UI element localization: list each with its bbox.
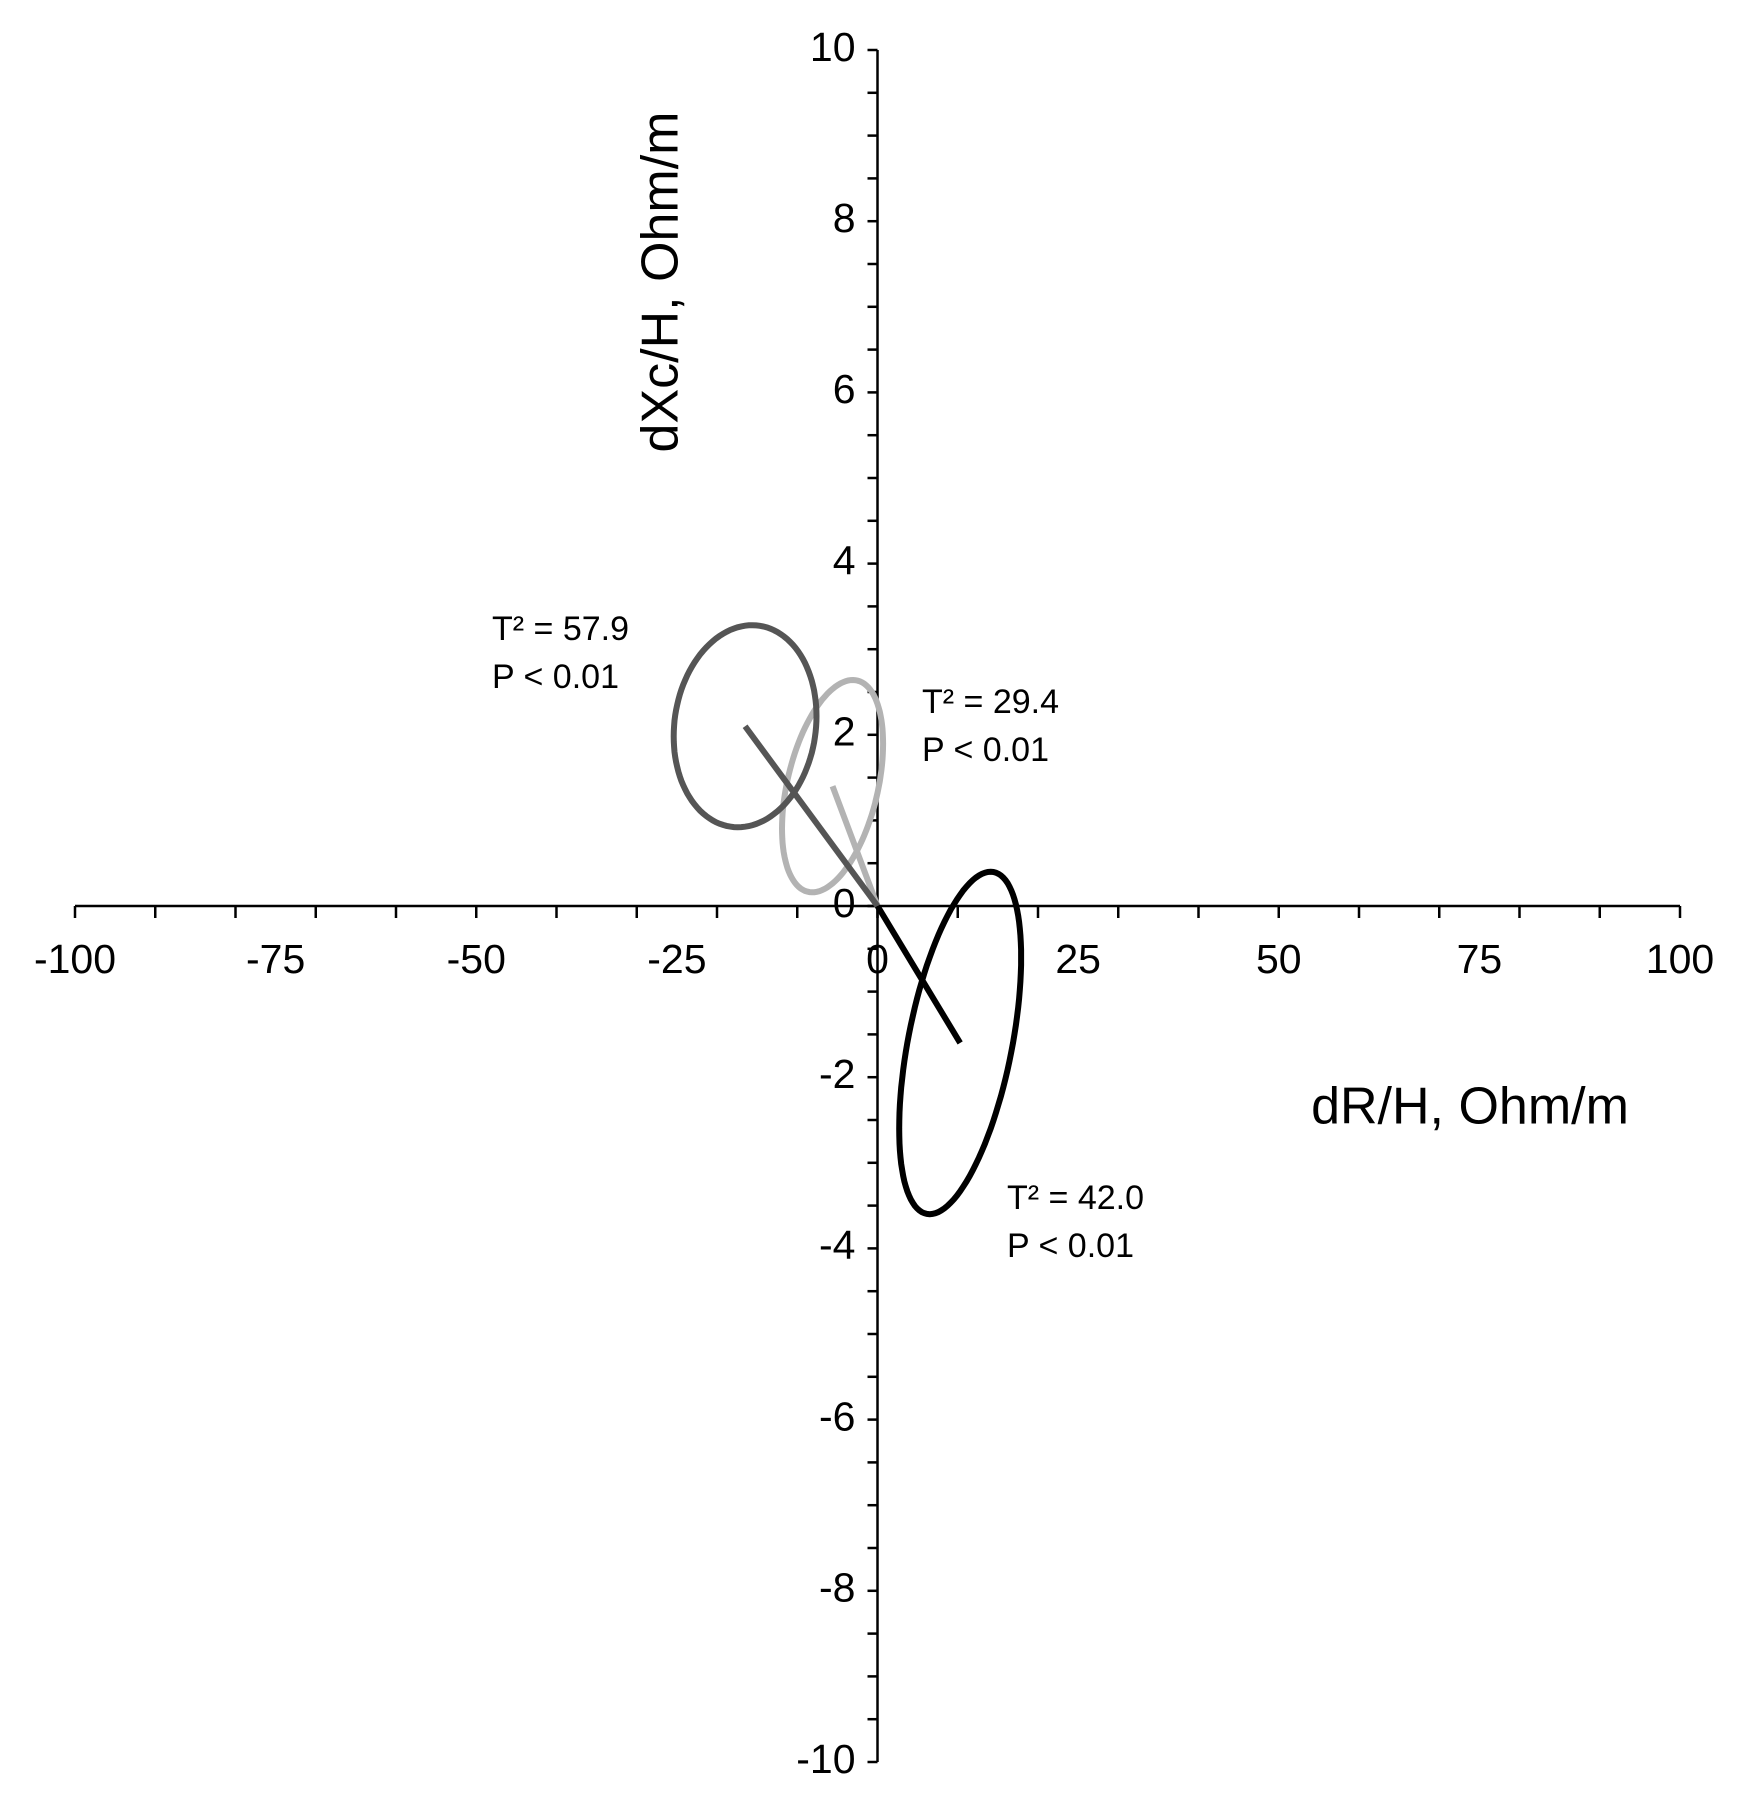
y-axis-title: dXc/H, Ohm/m: [632, 112, 690, 453]
x-tick-label: -100: [34, 936, 116, 982]
y-tick-label: 10: [810, 24, 856, 70]
annotation: T² = 29.4: [922, 683, 1059, 721]
y-tick-label: 2: [833, 709, 856, 755]
x-tick-label: 0: [866, 936, 889, 982]
mean-vector: [874, 904, 963, 1045]
y-tick-label: 8: [833, 195, 856, 241]
x-tick-label: 50: [1256, 936, 1302, 982]
mean-vector: [742, 724, 880, 908]
x-tick-label: -25: [647, 936, 706, 982]
x-tick-label: -75: [246, 936, 305, 982]
annotation: T² = 42.0: [1007, 1179, 1144, 1217]
y-tick-label: 6: [833, 366, 856, 412]
x-axis-title: dR/H, Ohm/m: [1311, 1078, 1629, 1136]
x-tick-label: -50: [447, 936, 506, 982]
confidence-ellipse: [670, 622, 820, 831]
mean-vector: [829, 785, 881, 908]
annotation: P < 0.01: [922, 731, 1049, 769]
annotation: P < 0.01: [492, 658, 619, 696]
annotation: P < 0.01: [1007, 1227, 1134, 1265]
y-tick-label: -8: [819, 1565, 855, 1611]
y-tick-label: -4: [819, 1222, 855, 1268]
x-tick-label: 75: [1457, 936, 1503, 982]
y-tick-label: 0: [833, 880, 856, 926]
annotation: T² = 57.9: [492, 610, 629, 648]
x-tick-label: 100: [1646, 936, 1714, 982]
x-tick-label: 25: [1055, 936, 1101, 982]
confidence-ellipse: [896, 868, 1025, 1218]
y-tick-label: -10: [796, 1736, 855, 1782]
y-tick-label: -2: [819, 1051, 855, 1097]
y-tick-label: -6: [819, 1393, 855, 1439]
y-tick-label: 4: [833, 537, 856, 583]
